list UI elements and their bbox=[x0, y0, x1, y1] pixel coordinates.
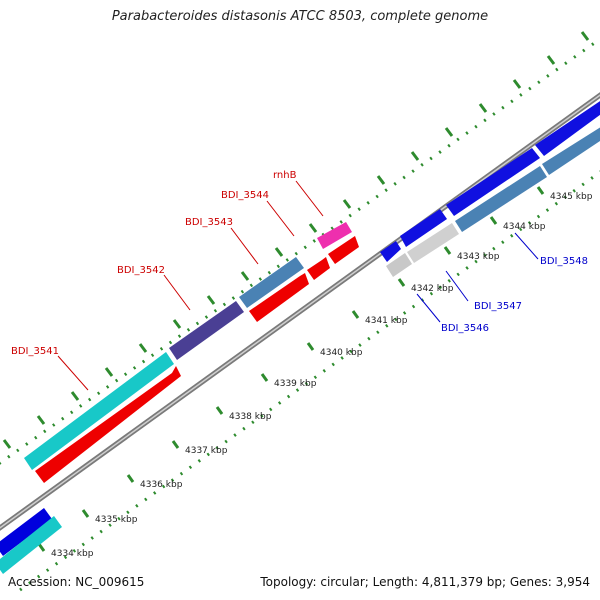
genome-backbone-highlight bbox=[0, 94, 600, 529]
cds-reverse-bdi3543 bbox=[307, 257, 330, 280]
scale-tick bbox=[443, 246, 452, 255]
scale-tick-label: 4345 kbp bbox=[550, 192, 593, 202]
cds-forward-top-right bbox=[535, 101, 600, 156]
gene-label-bdi3547: BDI_3547 bbox=[474, 301, 522, 312]
cds-reverse-bdi3541 bbox=[35, 366, 181, 483]
scale-tick-label: 4337 kbp bbox=[185, 446, 228, 456]
gene-label-rnhB: rnhB bbox=[273, 170, 297, 181]
inner-dotted-ring bbox=[19, 170, 600, 592]
scale-tick-label: 4339 kbp bbox=[274, 379, 317, 389]
forward-strand-cds bbox=[0, 101, 600, 556]
outer-dotted-ring bbox=[0, 37, 600, 465]
scale-tick-label: 4340 kbp bbox=[320, 348, 363, 358]
scale-tick-label: 4344 kbp bbox=[503, 222, 546, 232]
scale-tick bbox=[126, 474, 135, 483]
accession-text: Accession: NC_009615 bbox=[8, 575, 145, 589]
gene-label-bdi3542: BDI_3542 bbox=[117, 265, 165, 276]
gene-label-bdi3548: BDI_3548 bbox=[540, 256, 588, 267]
label-connectors bbox=[57, 180, 539, 391]
reverse-strand-cds bbox=[35, 236, 359, 483]
scale-tick-label: 4341 kbp bbox=[365, 316, 408, 326]
scale-tick bbox=[489, 216, 498, 225]
gene-label-bdi3543: BDI_3543 bbox=[185, 217, 233, 228]
cds-forward-bdi3546 bbox=[380, 241, 401, 262]
gene-label-bdi3546: BDI_3546 bbox=[441, 323, 489, 334]
scale-tick bbox=[306, 342, 315, 351]
scale-tick-label: 4335 kbp bbox=[95, 515, 138, 525]
feature-grey-1 bbox=[386, 253, 412, 277]
cds-forward-bdi3547 bbox=[400, 209, 447, 247]
genome-summary-text: Topology: circular; Length: 4,811,379 bp… bbox=[260, 575, 590, 589]
scale-tick bbox=[215, 406, 224, 415]
cds-forward-bdi3548 bbox=[446, 148, 540, 216]
gene-label-bdi3541: BDI_3541 bbox=[11, 346, 59, 357]
feature-steel-top-right bbox=[542, 127, 600, 175]
feature-bdi3541 bbox=[24, 352, 174, 470]
feature-track bbox=[0, 127, 600, 574]
scale-tick-labels: 4334 kbp 4335 kbp 4336 kbp 4337 kbp 4338 kbp… bbox=[51, 192, 593, 559]
scale-tick-label: 4334 kbp bbox=[51, 549, 94, 559]
scale-tick-label: 4342 kbp bbox=[411, 284, 454, 294]
scale-tick bbox=[536, 186, 545, 195]
gene-label-bdi3544: BDI_3544 bbox=[221, 190, 269, 201]
scale-tick-label: 4336 kbp bbox=[140, 480, 183, 490]
scale-tick bbox=[260, 373, 269, 382]
scale-tick-label: 4343 kbp bbox=[457, 252, 500, 262]
feature-bdi3543 bbox=[239, 257, 304, 308]
scale-tick bbox=[351, 310, 360, 319]
feature-rnhB bbox=[317, 222, 352, 249]
cds-reverse-bdi3542 bbox=[249, 273, 309, 322]
scale-tick bbox=[37, 543, 46, 552]
scale-ticks bbox=[37, 186, 545, 552]
cds-forward-bottom-left bbox=[0, 508, 52, 556]
feature-bdi3542 bbox=[169, 301, 244, 360]
scale-tick-label: 4338 kbp bbox=[229, 412, 272, 422]
scale-tick bbox=[171, 440, 180, 449]
cds-reverse-bdi3544 bbox=[328, 236, 359, 264]
outer-major-ticks bbox=[2, 31, 590, 449]
map-title: Parabacteroides distasonis ATCC 8503, co… bbox=[111, 9, 489, 24]
feature-steel-right bbox=[455, 166, 547, 232]
scale-tick bbox=[81, 509, 90, 518]
feature-teal-bottom-left bbox=[0, 516, 62, 574]
gene-labels: BDI_3541 BDI_3542 BDI_3543 BDI_3544 rnhB… bbox=[11, 170, 588, 357]
scale-tick bbox=[397, 278, 406, 287]
feature-grey-2 bbox=[407, 223, 459, 263]
